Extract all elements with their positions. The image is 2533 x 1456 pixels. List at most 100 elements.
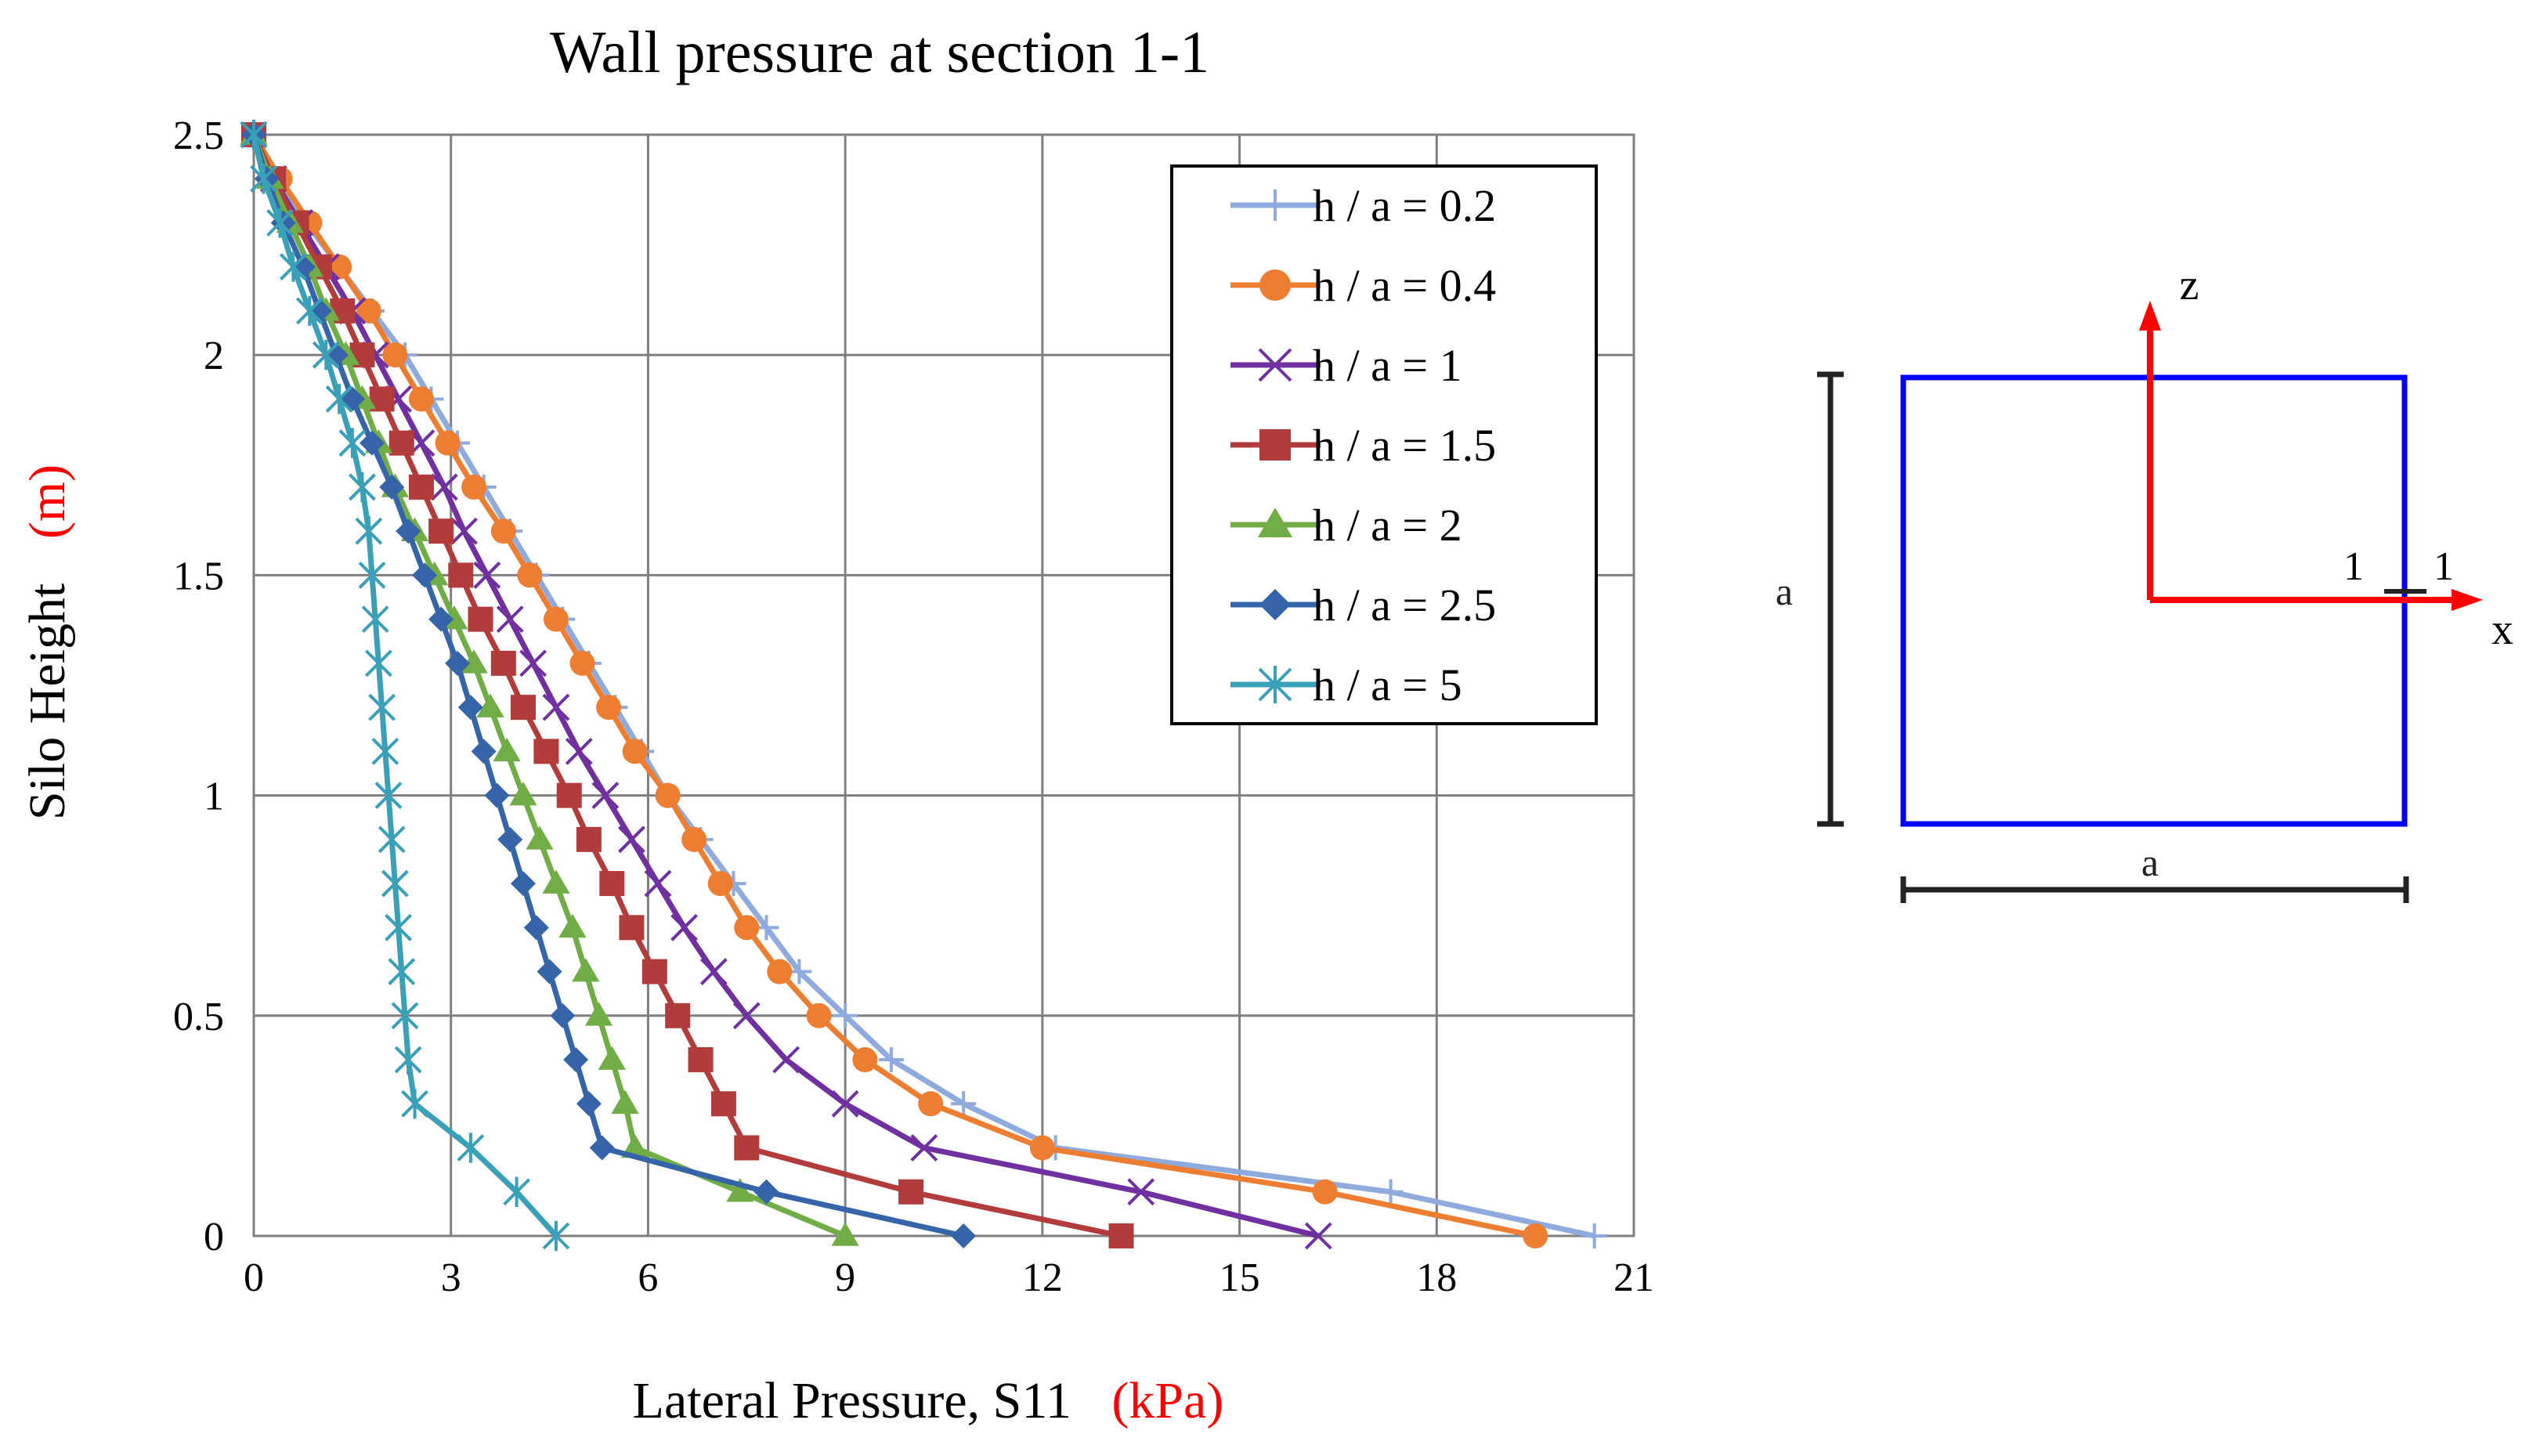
data-point: [430, 473, 458, 501]
data-point: [511, 695, 537, 721]
left-dimension-line: [1817, 371, 1844, 827]
data-point: [511, 871, 537, 897]
data-point: [681, 826, 707, 852]
x-tick-labels: 0 3 6 9 12 15 18 21: [244, 1255, 1654, 1300]
data-point: [670, 913, 698, 941]
plot-frame: [252, 133, 1635, 1237]
data-point: [450, 517, 478, 545]
data-point: [533, 739, 559, 764]
data-point: [360, 430, 385, 456]
data-point: [325, 384, 353, 414]
data-point: [266, 208, 294, 238]
plot-area-border: [252, 133, 1635, 1237]
data-point: [445, 650, 471, 676]
data-point: [1108, 1223, 1134, 1248]
data-point: [493, 737, 521, 762]
y-axis-label-main: Silo Height: [19, 583, 76, 821]
data-point: [621, 1133, 649, 1158]
data-point: [388, 956, 416, 987]
data-point: [379, 474, 405, 500]
data-point: [707, 871, 733, 897]
data-point: [358, 560, 386, 591]
chart-title: Wall pressure at section 1-1: [550, 20, 1209, 85]
series-7: [240, 119, 570, 1252]
data-point: [371, 736, 399, 767]
data-point: [435, 430, 461, 456]
data-point: [497, 826, 523, 852]
data-point: [250, 164, 278, 194]
data-point: [584, 1002, 613, 1026]
data-point: [460, 649, 488, 674]
data-point: [576, 826, 602, 852]
data-point: [1581, 1223, 1607, 1248]
data-point: [338, 428, 367, 458]
data-point: [572, 957, 600, 982]
bottom-dimension-line: [1900, 876, 2409, 903]
data-point: [734, 1135, 760, 1161]
data-point: [556, 782, 582, 808]
legend-marker: [1259, 429, 1291, 461]
data-point: [396, 518, 421, 544]
legend-entry: h / a = 0.4: [1230, 260, 1496, 311]
data-point: [1304, 1222, 1332, 1250]
data-point: [378, 824, 406, 855]
data-point: [596, 695, 622, 721]
data-point: [361, 604, 389, 634]
data-point: [382, 342, 408, 368]
y-tick-label: 2: [204, 334, 224, 378]
data-point: [591, 782, 620, 810]
data-point: [523, 915, 549, 941]
data-point: [473, 561, 501, 589]
x-tick-label: 18: [1416, 1255, 1457, 1300]
legend-entry: h / a = 1: [1230, 340, 1462, 391]
data-point: [767, 959, 793, 985]
data-point: [374, 780, 403, 811]
data-point: [448, 562, 474, 588]
data-point: [394, 1044, 422, 1075]
x-tick-label: 12: [1022, 1255, 1063, 1300]
data-point: [550, 1003, 576, 1028]
left-dimension-label: a: [1776, 569, 1793, 613]
data-point: [490, 650, 516, 676]
data-point: [1127, 1178, 1155, 1206]
x-axis-label-unit: (kPa): [1111, 1372, 1223, 1429]
legend-label: h / a = 0.2: [1313, 180, 1496, 231]
legend-marker: [1258, 666, 1292, 703]
data-point: [951, 1091, 977, 1117]
legend-marker: [1259, 589, 1291, 620]
data-point: [509, 782, 537, 806]
data-point: [833, 1003, 858, 1028]
data-point: [388, 430, 414, 456]
x-tick-label: 21: [1613, 1255, 1654, 1300]
x-axis-arrow: [2150, 589, 2483, 611]
legend-entry: h / a = 2: [1230, 500, 1462, 551]
data-point: [542, 693, 570, 721]
data-point: [852, 1047, 878, 1073]
legend-label: h / a = 0.4: [1313, 260, 1496, 311]
legend-marker: [1259, 269, 1291, 301]
data-point: [368, 692, 396, 723]
section-label-left: 1: [2343, 544, 2364, 589]
x-tick-label: 3: [441, 1255, 461, 1300]
x-axis-arrow-label: x: [2491, 605, 2513, 654]
data-point: [734, 915, 760, 941]
data-point: [565, 737, 593, 765]
data-point: [461, 474, 487, 500]
data-point: [496, 605, 524, 634]
y-axis-label-unit: (m): [19, 464, 76, 539]
legend-label: h / a = 5: [1313, 659, 1462, 710]
legend: h / a = 0.2 h / a = 0.4 h / a = 1 h / a = 1…: [1170, 164, 1598, 725]
data-point: [391, 1000, 419, 1031]
data-point: [589, 1135, 615, 1161]
legend-label: h / a = 2: [1313, 500, 1462, 551]
data-point: [526, 826, 554, 850]
y-tick-label: 1: [204, 775, 224, 819]
data-point: [688, 1047, 714, 1073]
data-point: [412, 562, 438, 588]
data-point: [401, 1089, 428, 1119]
data-point: [1523, 1223, 1548, 1248]
legend-entry: h / a = 0.2: [1230, 180, 1496, 231]
data-point: [517, 562, 543, 588]
data-point: [576, 1091, 602, 1117]
data-point: [503, 1176, 531, 1207]
